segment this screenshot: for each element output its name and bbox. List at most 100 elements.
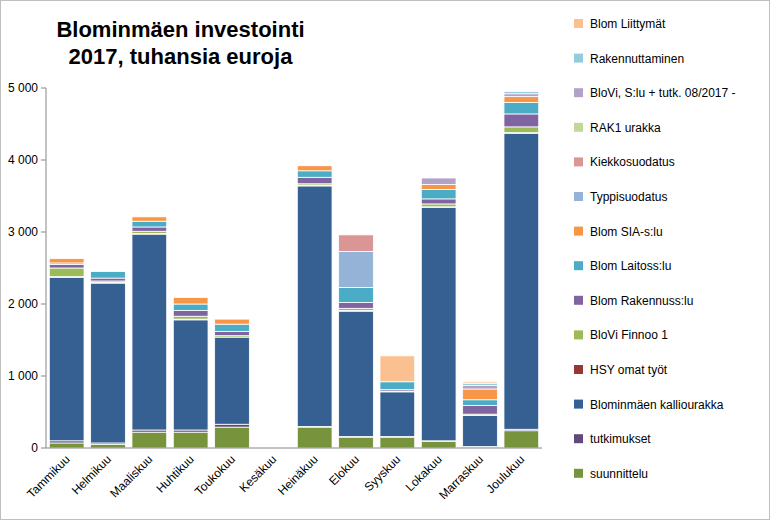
bar-segment	[421, 178, 456, 179]
bar-segment	[215, 319, 250, 320]
x-tick-label: Joulukuu	[484, 452, 528, 496]
bar-segment	[504, 133, 539, 429]
bar-segment	[91, 283, 126, 443]
bar-segment	[91, 271, 126, 272]
y-tick	[41, 160, 46, 161]
bar-segment	[297, 185, 332, 187]
legend-swatch	[574, 157, 583, 166]
bar-segment	[91, 271, 126, 272]
bar-segment	[91, 271, 126, 272]
legend-label: HSY omat työt	[590, 363, 668, 377]
legend-swatch	[574, 296, 583, 305]
legend-swatch	[574, 227, 583, 236]
bar-segment	[297, 165, 332, 166]
bar-segment	[49, 258, 84, 259]
bar-segment	[297, 186, 332, 426]
y-tick-label: 5 000	[8, 81, 38, 95]
bar-segment	[91, 271, 126, 272]
bar-segment	[215, 331, 250, 335]
y-tick-label: 0	[31, 441, 38, 455]
bar-segment	[421, 190, 456, 199]
legend-swatch	[574, 469, 583, 478]
bar-segment	[215, 424, 250, 427]
bar-segment	[132, 216, 167, 217]
bar-segment	[49, 258, 84, 259]
bar-segment	[421, 178, 456, 179]
bar-segment	[504, 102, 539, 114]
bar-segment	[339, 287, 374, 302]
bar-segment	[173, 316, 208, 319]
y-tick	[41, 88, 46, 89]
bar-segment	[297, 165, 332, 166]
bar-segment	[421, 199, 456, 204]
legend-swatch	[574, 365, 583, 374]
bar-segment	[173, 297, 208, 298]
bar-segment	[463, 400, 498, 406]
bar-segment	[421, 184, 456, 189]
bar-segment	[339, 251, 374, 287]
legend-label: BloVi Finnoo 1	[590, 328, 668, 342]
legend-label: RAK1 urakka	[590, 121, 661, 135]
bar-segment	[297, 165, 332, 166]
bar-segment	[339, 234, 374, 235]
bar-segment	[339, 303, 374, 309]
bar-segment	[504, 91, 539, 92]
bar-segment	[421, 208, 456, 441]
bar-segment	[504, 127, 539, 133]
bar-segment	[463, 382, 498, 383]
bar-segment	[173, 432, 208, 448]
bar-segment	[91, 271, 126, 272]
bar-segment	[173, 297, 208, 298]
bar-segment	[297, 427, 332, 448]
legend-label: tutkimukset	[590, 432, 651, 446]
bar-segment	[49, 258, 84, 259]
x-tick-label: Maaliskuu	[107, 452, 155, 500]
bar-segment	[215, 337, 250, 424]
legend-label: suunnittelu	[590, 467, 648, 481]
bar-segment	[215, 319, 250, 320]
bar-segment	[380, 392, 415, 437]
x-axis: TammikuuHelmikuuMaaliskuuHuhtikuuToukoku…	[24, 448, 542, 502]
bar-segment	[173, 297, 208, 298]
bar-segment	[132, 216, 167, 217]
bar-segment	[91, 272, 126, 278]
x-tick-label: Syyskuu	[361, 452, 403, 494]
bar-segment	[49, 443, 84, 448]
bar-segment	[421, 442, 456, 448]
legend-label: Blom SIA-s:lu	[590, 225, 663, 239]
bar-segment	[339, 437, 374, 448]
y-tick	[41, 304, 46, 305]
legend-swatch	[574, 330, 583, 339]
x-tick-label: Heinäkuu	[275, 452, 321, 498]
bar-segment	[215, 319, 250, 320]
bar-segment	[91, 271, 126, 272]
legend-swatch	[574, 400, 583, 409]
bar-segment	[215, 324, 250, 331]
x-tick-label: Elokuu	[326, 452, 362, 488]
bar-segment	[132, 432, 167, 448]
y-tick-label: 2 000	[8, 297, 38, 311]
bar-segment	[173, 297, 208, 298]
legend-swatch	[574, 19, 583, 28]
legend-swatch	[574, 261, 583, 270]
x-tick-label: Lokakuu	[403, 452, 445, 494]
bar-segment	[463, 385, 498, 389]
bar-segment	[173, 320, 208, 430]
bar-segment	[132, 216, 167, 217]
x-tick-label: Toukokuu	[192, 452, 238, 498]
bar-segment	[91, 271, 126, 272]
y-tick-label: 4 000	[8, 153, 38, 167]
bars	[49, 92, 538, 448]
bar-segment	[49, 258, 84, 259]
y-tick-label: 1 000	[8, 369, 38, 383]
legend-label: Rakennuttaminen	[590, 52, 684, 66]
legend-label: Blom Laitoss:lu	[590, 259, 671, 273]
legend: Blom LiittymätRakennuttaminenBloVi, S:lu…	[574, 17, 736, 481]
legend-swatch	[574, 88, 583, 97]
chart-svg: 01 0002 0003 0004 0005 000TammikuuHelmik…	[0, 0, 770, 520]
y-axis: 01 0002 0003 0004 0005 000	[8, 81, 46, 455]
bar-segment	[132, 234, 167, 430]
bar-segment	[297, 166, 332, 171]
bar-segment	[463, 406, 498, 415]
bar-segment	[215, 319, 250, 320]
